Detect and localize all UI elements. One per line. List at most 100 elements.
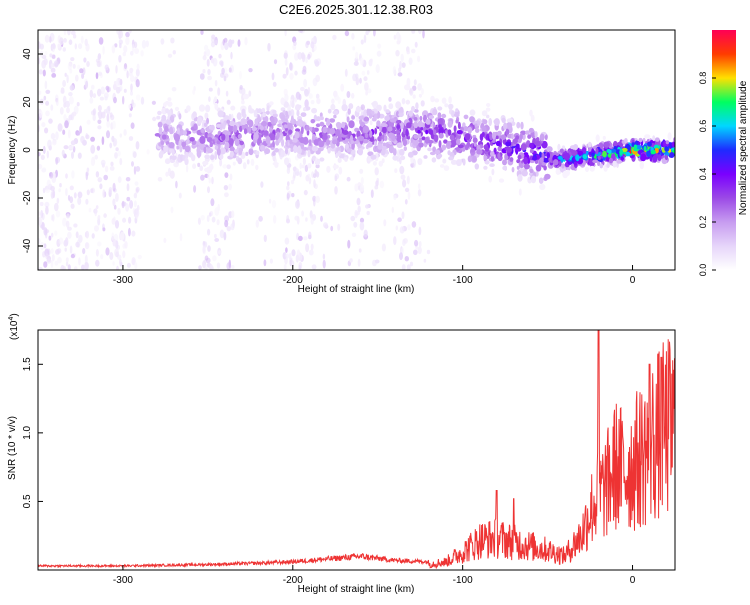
spectrogram-cell xyxy=(54,230,58,236)
spectrogram-cell xyxy=(57,256,62,264)
spectrogram-cell xyxy=(472,137,478,144)
spectrogram-cell xyxy=(305,174,310,182)
spectrogram-cell xyxy=(224,42,229,51)
spectrogram-cell xyxy=(76,102,80,107)
spectrogram-cell xyxy=(206,117,210,125)
spectrogram-cell xyxy=(413,134,419,140)
spectrogram-cell xyxy=(393,236,397,246)
spectrogram-cell xyxy=(127,227,131,237)
spectrogram-cell xyxy=(91,233,95,239)
spectrogram-cell xyxy=(243,128,248,135)
spectrogram-cell xyxy=(497,152,501,159)
snr-y-axis-label: SNR (10 * v/v) xyxy=(7,416,18,480)
spectrogram-cell xyxy=(284,58,288,66)
spectrogram-cell xyxy=(167,97,172,102)
spectrogram-cell xyxy=(411,105,415,112)
spectrogram-cell xyxy=(352,73,357,82)
spectrogram-cell xyxy=(327,108,332,114)
spectrogram-cell xyxy=(400,247,405,254)
spectrogram-cell xyxy=(428,115,435,119)
spectrogram-cell xyxy=(530,175,537,184)
spectrogram-cell xyxy=(334,173,340,180)
spectrogram-cell xyxy=(38,211,41,216)
spectrogram-cell xyxy=(61,149,65,157)
spectrogram-cell xyxy=(642,137,646,143)
spectrogram-cell xyxy=(273,215,277,224)
spectrogram-cell xyxy=(64,72,67,77)
spectrogram-cell xyxy=(405,128,409,137)
spectrogram-cell xyxy=(442,158,447,164)
spectrogram-cell xyxy=(253,132,259,141)
spectrogram-cell xyxy=(346,176,351,182)
spectrogram-cell xyxy=(423,258,427,263)
spectrogram-x-ticks: -300 -200 -100 0 xyxy=(113,265,636,286)
spectrogram-cell xyxy=(193,185,197,193)
spectrogram-cell xyxy=(319,112,323,118)
spectrogram-cell xyxy=(404,84,411,91)
spectrogram-cell xyxy=(133,200,137,208)
spectrogram-cell xyxy=(573,144,579,151)
spectrogram-cell xyxy=(272,81,277,87)
spectrogram-cell xyxy=(544,173,551,180)
spectrogram-cell xyxy=(300,86,305,92)
spectrogram-cell xyxy=(476,149,483,155)
spectrogram-cell xyxy=(313,179,316,189)
spectrogram-cell xyxy=(86,119,91,125)
spectrogram-cell xyxy=(68,145,74,150)
spectrogram-cell xyxy=(140,50,144,57)
spectrogram-cell xyxy=(298,264,302,270)
spectrogram-cell xyxy=(219,158,223,167)
colorbar-label: Normalized spectral amplitude xyxy=(738,80,749,215)
spectrogram-cell xyxy=(376,120,381,127)
spectrogram-cell xyxy=(69,185,74,191)
spectrogram-cell xyxy=(248,108,255,114)
spectrogram-cell xyxy=(64,120,69,129)
spectrogram-cell xyxy=(360,121,365,127)
spectrogram-cell xyxy=(44,127,49,134)
spectrogram-cell xyxy=(305,243,310,253)
spectrogram-cell xyxy=(624,138,628,144)
spectrogram-cell xyxy=(131,161,134,167)
spectrogram-cell xyxy=(157,177,163,182)
spectrogram-cell xyxy=(447,129,452,136)
spectrogram-cell xyxy=(38,152,41,157)
spectrogram-cell xyxy=(186,105,191,112)
spectrogram-cell xyxy=(83,57,87,63)
spectrogram-cell xyxy=(285,110,289,118)
spectrogram-cell xyxy=(267,121,272,127)
spectrogram-cell xyxy=(417,55,421,63)
spectrogram-cell xyxy=(46,179,51,189)
spectrogram-cell xyxy=(239,85,243,90)
spectrogram-cell xyxy=(382,126,387,134)
spectrogram-cell xyxy=(582,154,588,160)
spectrogram-cell xyxy=(173,133,181,142)
spectrogram-cells xyxy=(38,30,675,270)
spectrogram-cell xyxy=(419,115,423,121)
spectrogram-cell xyxy=(434,149,441,155)
spectrogram-cell xyxy=(261,120,267,127)
spectrogram-cell xyxy=(418,93,422,98)
spectrogram-cell xyxy=(370,154,377,160)
spectrogram-cell xyxy=(562,170,569,179)
colorbar-tick-label: 0.2 xyxy=(698,216,708,229)
spectrogram-cell xyxy=(41,222,45,230)
spectrogram-cell xyxy=(491,168,495,176)
spectrogram-cell xyxy=(503,122,508,130)
spectrogram-cell xyxy=(77,191,83,199)
spectrogram-cell xyxy=(315,93,320,100)
spectrogram-cell xyxy=(654,137,660,142)
spectrogram-cell xyxy=(302,157,306,165)
spectrogram-cell xyxy=(417,246,422,255)
spectrogram-cell xyxy=(44,80,48,90)
spectrogram-cell xyxy=(427,147,432,152)
spectrogram-cell xyxy=(185,151,189,159)
spectrogram-cell xyxy=(71,170,75,179)
spectrogram-cell xyxy=(375,64,380,74)
spectrogram-cell xyxy=(197,116,203,125)
spectrogram-cell xyxy=(119,133,123,138)
spectrogram-cell xyxy=(271,200,277,209)
spectrogram-cell xyxy=(179,233,183,242)
spectrogram-cell xyxy=(285,247,288,253)
spectrogram-cell xyxy=(640,153,647,162)
